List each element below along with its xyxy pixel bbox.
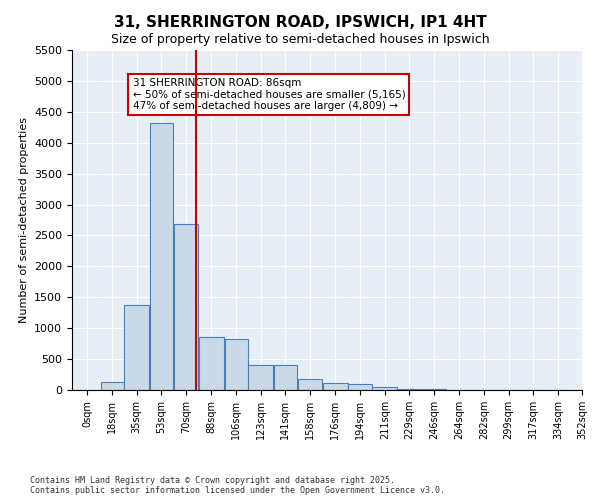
Bar <box>373 387 397 390</box>
Bar <box>101 382 124 390</box>
Bar <box>349 384 372 390</box>
Text: Contains HM Land Registry data © Crown copyright and database right 2025.
Contai: Contains HM Land Registry data © Crown c… <box>30 476 445 495</box>
Y-axis label: Number of semi-detached properties: Number of semi-detached properties <box>19 117 29 323</box>
Bar <box>398 389 421 390</box>
Bar <box>323 382 348 390</box>
Bar <box>298 380 322 390</box>
Bar <box>174 224 199 390</box>
Bar <box>224 338 248 390</box>
Bar <box>274 364 297 390</box>
Text: 31 SHERRINGTON ROAD: 86sqm
← 50% of semi-detached houses are smaller (5,165)
47%: 31 SHERRINGTON ROAD: 86sqm ← 50% of semi… <box>133 78 406 111</box>
Bar <box>248 364 273 390</box>
Text: 31, SHERRINGTON ROAD, IPSWICH, IP1 4HT: 31, SHERRINGTON ROAD, IPSWICH, IP1 4HT <box>113 15 487 30</box>
Bar <box>124 304 149 390</box>
Bar <box>150 123 173 390</box>
Bar <box>199 338 224 390</box>
Text: Size of property relative to semi-detached houses in Ipswich: Size of property relative to semi-detach… <box>110 32 490 46</box>
